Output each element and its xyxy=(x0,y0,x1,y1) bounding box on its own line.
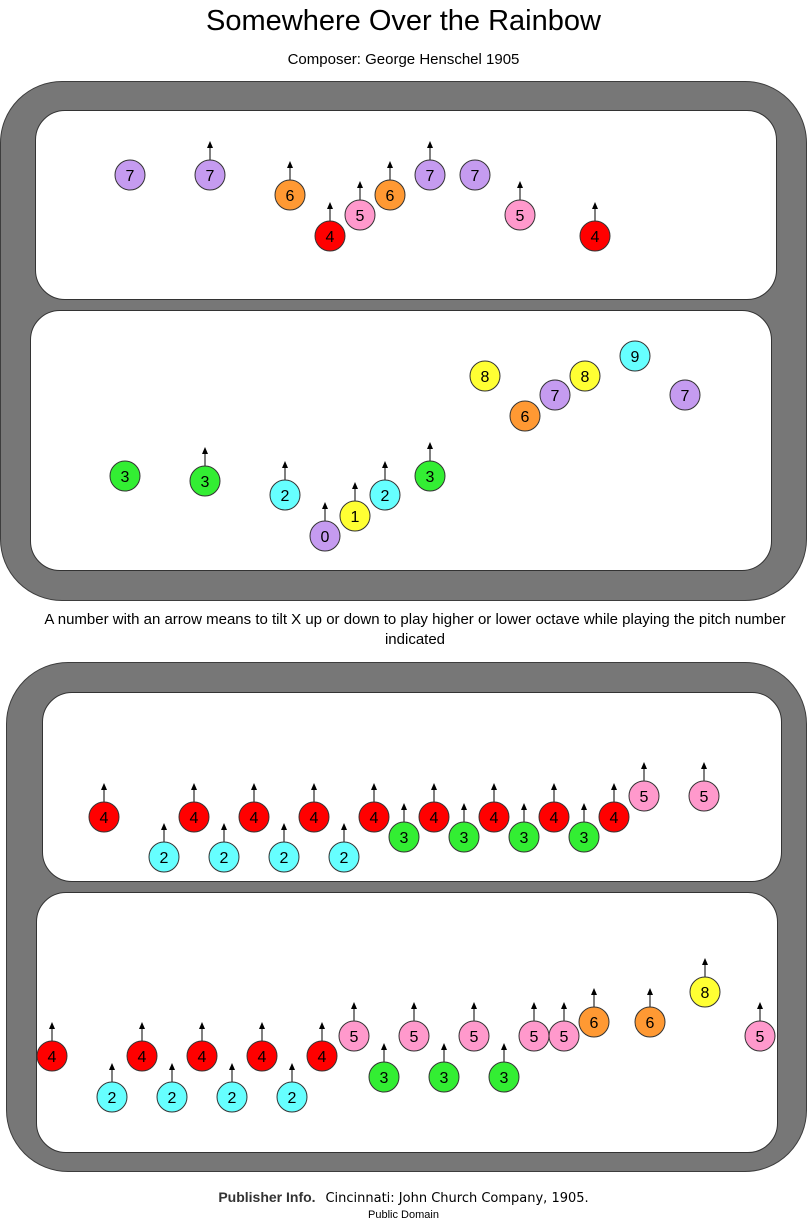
publisher-info: Publisher Info. Cincinnati: John Church … xyxy=(0,1188,807,1208)
composer-line: Composer: George Henschel 1905 xyxy=(287,51,520,68)
notation-panel-row-1 xyxy=(35,110,777,300)
notation-panel-row-2 xyxy=(30,310,772,571)
license-text: Public Domain xyxy=(368,1209,439,1221)
instruction-text: A number with an arrow means to tilt X u… xyxy=(44,611,786,648)
page-title: Somewhere Over the Rainbow xyxy=(206,5,601,37)
publisher-label: Publisher Info. xyxy=(218,1189,316,1205)
notation-panel-row-4 xyxy=(36,892,778,1153)
notation-panel-row-3 xyxy=(42,692,782,882)
publisher-value: Cincinnati: John Church Company, 1905. xyxy=(325,1191,589,1206)
